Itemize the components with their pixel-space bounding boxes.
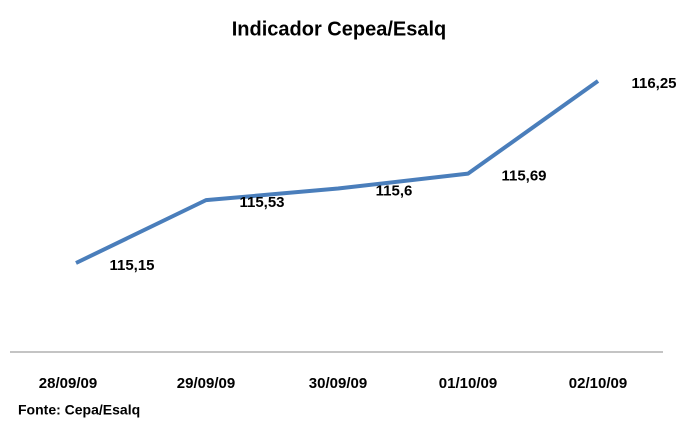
data-label: 115,15	[109, 257, 154, 274]
data-label: 116,25	[631, 75, 676, 92]
data-label: 115,69	[501, 168, 546, 185]
x-tick-label: 02/10/09	[569, 375, 627, 392]
data-label: 115,6	[376, 183, 413, 200]
source-note: Fonte: Cepa/Esalq	[18, 402, 140, 418]
data-label: 115,53	[239, 194, 284, 211]
x-tick-label: 28/09/09	[39, 375, 97, 392]
x-tick-label: 30/09/09	[309, 375, 367, 392]
chart-title: Indicador Cepea/Esalq	[232, 18, 447, 40]
data-line	[75, 79, 600, 265]
x-tick-label: 29/09/09	[177, 375, 235, 392]
x-tick-label: 01/10/09	[439, 375, 497, 392]
